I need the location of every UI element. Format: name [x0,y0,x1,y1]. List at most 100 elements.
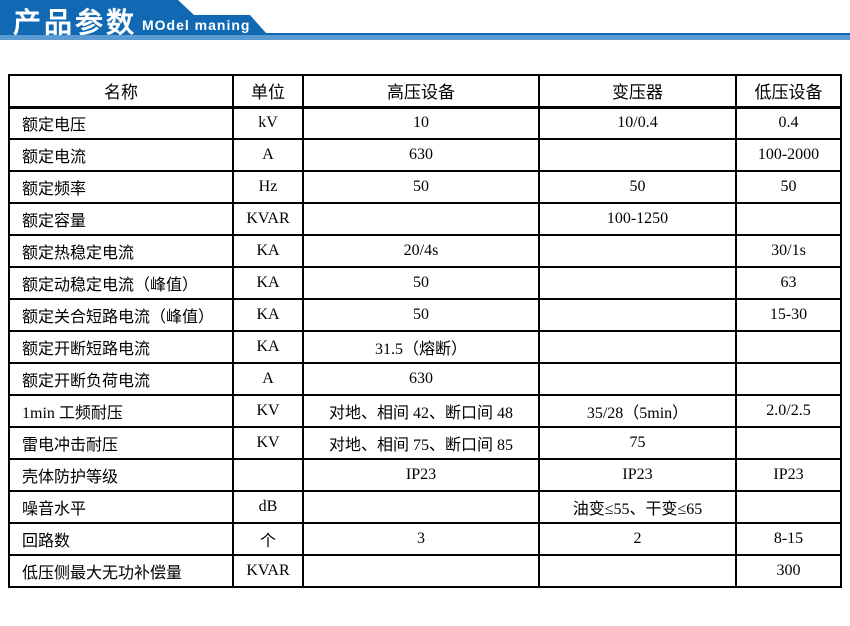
cell-name: 额定开断短路电流 [8,330,234,364]
table-row: 额定频率 Hz 50 50 50 [8,170,842,204]
cell-hv: 对地、相间 75、断口间 85 [302,426,540,460]
cell-unit: KA [232,266,304,300]
cell-transformer [538,330,737,364]
cell-name: 额定动稳定电流（峰值） [8,266,234,300]
column-header: 高压设备 [302,74,540,109]
cell-hv: IP23 [302,458,540,492]
cell-transformer: 100-1250 [538,202,737,236]
cell-hv: 630 [302,138,540,172]
cell-lv [735,362,842,396]
table-row: 额定开断短路电流 KA 31.5（熔断） [8,330,842,364]
cell-hv: 31.5（熔断） [302,330,540,364]
column-header: 单位 [232,74,304,109]
cell-unit: KA [232,330,304,364]
cell-name: 噪音水平 [8,490,234,524]
table-row: 噪音水平 dB 油变≤55、干变≤65 [8,490,842,524]
cell-unit: A [232,362,304,396]
cell-transformer: 35/28（5min） [538,394,737,428]
cell-lv: 8-15 [735,522,842,556]
cell-transformer [538,138,737,172]
parameters-table: 名称 单位 高压设备 变压器 低压设备 额定电压 kV 10 10/0.4 0.4 额定电流 A 63… [8,74,842,588]
cell-hv: 对地、相间 42、断口间 48 [302,394,540,428]
cell-name: 额定电流 [8,138,234,172]
cell-name: 额定容量 [8,202,234,236]
table-row: 壳体防护等级 IP23 IP23 IP23 [8,458,842,492]
table-row: 额定关合短路电流（峰值） KA 50 15-30 [8,298,842,332]
cell-unit [232,458,304,492]
table-row: 额定热稳定电流 KA 20/4s 30/1s [8,234,842,268]
cell-unit: KV [232,394,304,428]
page-subtitle: MOdel maning [142,17,251,33]
table-row: 1min 工频耐压 KV 对地、相间 42、断口间 48 35/28（5min） 2.0… [8,394,842,428]
cell-name: 1min 工频耐压 [8,394,234,428]
cell-lv: 63 [735,266,842,300]
table-row: 额定动稳定电流（峰值） KA 50 63 [8,266,842,300]
cell-transformer [538,266,737,300]
table-row: 额定电压 kV 10 10/0.4 0.4 [8,106,842,140]
cell-lv: IP23 [735,458,842,492]
cell-lv [735,426,842,460]
cell-name: 额定热稳定电流 [8,234,234,268]
cell-hv [302,490,540,524]
cell-hv: 630 [302,362,540,396]
cell-lv: 0.4 [735,106,842,140]
cell-transformer [538,298,737,332]
cell-name: 额定开断负荷电流 [8,362,234,396]
table-row: 额定电流 A 630 100-2000 [8,138,842,172]
cell-name: 额定频率 [8,170,234,204]
cell-unit: KA [232,298,304,332]
table-body: 额定电压 kV 10 10/0.4 0.4 额定电流 A 630 100-2000 额定频率 Hz 5… [8,106,842,588]
cell-transformer: 50 [538,170,737,204]
cell-hv [302,554,540,588]
page-title: 产品参数 [13,7,138,38]
cell-name: 额定电压 [8,106,234,140]
cell-name: 壳体防护等级 [8,458,234,492]
table-row: 低压侧最大无功补偿量 KVAR 300 [8,554,842,588]
cell-transformer [538,362,737,396]
cell-unit: kV [232,106,304,140]
table-header-row: 名称 单位 高压设备 变压器 低压设备 [8,74,842,109]
cell-lv [735,330,842,364]
table-row: 雷电冲击耐压 KV 对地、相间 75、断口间 85 75 [8,426,842,460]
cell-hv: 50 [302,298,540,332]
column-header: 名称 [8,74,234,109]
cell-unit: KV [232,426,304,460]
cell-hv: 50 [302,170,540,204]
cell-lv: 100-2000 [735,138,842,172]
cell-hv: 3 [302,522,540,556]
cell-transformer: 2 [538,522,737,556]
column-header: 低压设备 [735,74,842,109]
cell-unit: 个 [232,522,304,556]
cell-hv: 20/4s [302,234,540,268]
table-row: 额定容量 KVAR 100-1250 [8,202,842,236]
cell-hv [302,202,540,236]
cell-unit: KVAR [232,554,304,588]
cell-lv: 50 [735,170,842,204]
cell-lv [735,490,842,524]
cell-unit: KA [232,234,304,268]
cell-hv: 10 [302,106,540,140]
cell-transformer: 75 [538,426,737,460]
column-header: 变压器 [538,74,737,109]
cell-name: 雷电冲击耐压 [8,426,234,460]
table-row: 回路数个 3 2 8-15 [8,522,842,556]
cell-transformer: IP23 [538,458,737,492]
cell-transformer [538,554,737,588]
cell-name: 额定关合短路电流（峰值） [8,298,234,332]
cell-unit: KVAR [232,202,304,236]
cell-lv: 300 [735,554,842,588]
cell-transformer: 油变≤55、干变≤65 [538,490,737,524]
cell-unit: dB [232,490,304,524]
cell-unit: A [232,138,304,172]
table-row: 额定开断负荷电流 A 630 [8,362,842,396]
cell-unit: Hz [232,170,304,204]
cell-name: 低压侧最大无功补偿量 [8,554,234,588]
cell-lv: 2.0/2.5 [735,394,842,428]
cell-lv: 30/1s [735,234,842,268]
cell-name: 回路数 [8,522,234,556]
cell-hv: 50 [302,266,540,300]
cell-transformer [538,234,737,268]
header-banner: 产品参数 MOdel maning [0,0,850,40]
cell-lv: 15-30 [735,298,842,332]
cell-lv [735,202,842,236]
